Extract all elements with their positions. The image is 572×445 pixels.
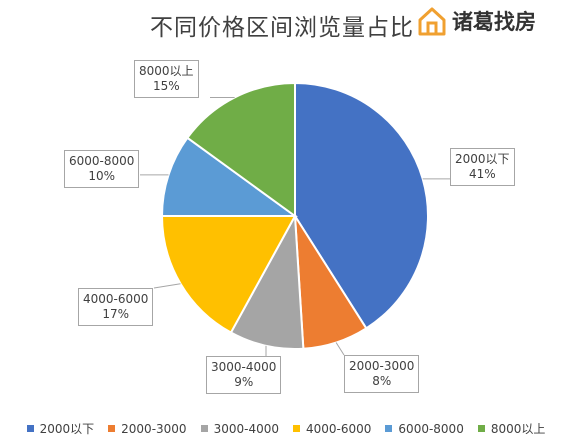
pie-slice-6000-8000 <box>160 136 299 217</box>
data-label-2000以下: 2000以下 41% <box>450 148 515 186</box>
data-label-value: 10% <box>88 169 116 183</box>
legend-swatch <box>200 425 208 432</box>
pie-slice-4000-6000 <box>160 215 297 334</box>
data-label-3000-4000: 3000-4000 9% <box>206 356 282 394</box>
data-label-value: 15% <box>152 79 180 93</box>
legend-item: 8000以上 <box>477 420 546 437</box>
legend-swatch <box>26 425 34 432</box>
legend-swatch <box>108 425 116 432</box>
chart-title: 不同价格区间浏览量占比 <box>150 15 414 41</box>
house-logo-icon <box>418 7 446 36</box>
data-label-4000-6000: 4000-6000 17% <box>78 288 154 326</box>
data-label-value: 17% <box>102 307 130 321</box>
leader-line <box>335 342 345 356</box>
data-label-value: 41% <box>468 167 496 181</box>
data-label-category: 4000-6000 <box>83 292 149 306</box>
brand-logo: 诸葛找房 <box>418 6 536 36</box>
data-label-category: 6000-8000 <box>69 154 135 168</box>
pie-slice-8000以上 <box>186 81 296 218</box>
data-label-8000以上: 8000以上 15% <box>134 60 199 98</box>
legend-item: 6000-8000 <box>385 420 464 437</box>
data-label-2000-3000: 2000-3000 8% <box>344 355 420 393</box>
data-label-6000-8000: 6000-8000 10% <box>64 150 140 188</box>
legend-item: 4000-6000 <box>293 420 371 437</box>
data-label-category: 2000-3000 <box>349 359 415 373</box>
legend-label: 2000以下 <box>39 422 95 436</box>
legend-item: 3000-4000 <box>200 420 279 437</box>
data-label-category: 3000-4000 <box>211 360 277 374</box>
data-label-value: 8% <box>372 374 392 388</box>
legend-swatch <box>385 425 393 432</box>
legend: 2000以下 2000-3000 3000-4000 4000-6000 6000-80… <box>0 420 572 437</box>
legend-label: 2000-3000 <box>121 421 187 436</box>
leader-line <box>153 283 181 289</box>
data-label-category: 2000以下 <box>455 152 510 166</box>
legend-swatch <box>293 425 300 432</box>
legend-swatch <box>477 425 485 432</box>
data-label-value: 9% <box>234 375 254 389</box>
data-label-category: 8000以上 <box>139 64 194 78</box>
brand-name: 诸葛找房 <box>452 10 536 34</box>
legend-label: 3000-4000 <box>213 421 279 436</box>
legend-label: 6000-8000 <box>398 421 464 436</box>
legend-item: 2000以下 <box>26 420 95 437</box>
legend-item: 2000-3000 <box>108 420 187 437</box>
legend-label: 8000以上 <box>490 422 546 436</box>
legend-label: 4000-6000 <box>306 421 372 436</box>
